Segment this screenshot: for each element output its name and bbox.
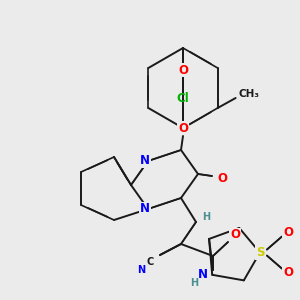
Text: CH₃: CH₃	[238, 89, 259, 99]
Text: O: O	[178, 122, 188, 134]
Text: H: H	[190, 278, 198, 288]
Text: O: O	[283, 266, 293, 279]
Text: O: O	[217, 172, 227, 185]
Text: Cl: Cl	[177, 92, 189, 104]
Text: O: O	[283, 226, 293, 239]
Text: N: N	[198, 268, 208, 281]
Text: S: S	[256, 246, 264, 259]
Text: N: N	[140, 202, 150, 215]
Text: H: H	[202, 212, 210, 222]
Text: O: O	[230, 229, 240, 242]
Text: O: O	[178, 64, 188, 76]
Text: N: N	[140, 154, 150, 167]
Text: C: C	[146, 257, 154, 267]
Text: N: N	[137, 265, 145, 275]
